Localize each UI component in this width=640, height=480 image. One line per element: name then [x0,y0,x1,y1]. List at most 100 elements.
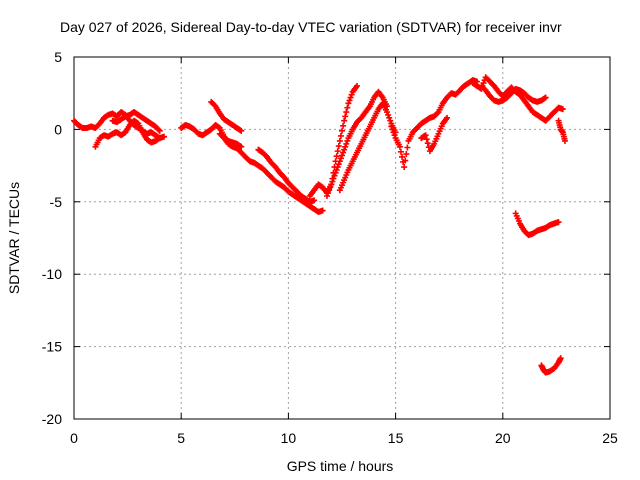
chart-title: Day 027 of 2026, Sidereal Day-to-day VTE… [60,19,562,35]
data-point-interp [340,149,347,156]
series-arc-k [388,77,481,171]
data-point [311,197,318,204]
series-arc-f [216,130,326,215]
data-point-interp [326,187,333,194]
data-point-interp [343,140,350,147]
data-point-interp [403,151,410,158]
y-tick-label: -20 [42,411,62,427]
y-axis-label: SDTVAR / TECUs [6,182,22,294]
series-arc-o [555,117,568,144]
data-point [323,193,330,200]
series-arc-i [323,88,391,200]
x-tick-label: 10 [281,430,297,446]
data-point-interp [342,113,349,120]
series-arc-n [478,82,549,105]
series-arc-h [306,82,361,200]
data-point [401,164,408,171]
data-point [328,181,335,188]
data-point-interp [423,136,430,143]
series-arc-b [92,117,168,150]
x-tick-label: 20 [495,430,511,446]
axis-ticks: 0 5 10 15 20 25 -20 -15 -10 -5 0 5 [42,49,618,446]
data-point-interp [344,137,351,144]
data-point-interp [343,109,350,116]
data-point-interp [335,143,342,150]
x-tick-label: 15 [388,430,404,446]
data-point [161,133,168,140]
data-point-interp [339,152,345,159]
series-arc-q [538,355,564,376]
data-point [559,106,566,113]
data-point-interp [331,172,338,179]
data-point-interp [386,114,393,121]
data-point [422,132,429,139]
plot-frame [73,56,611,420]
data-point [341,146,348,153]
data-point [336,158,343,165]
data-point-interp [390,129,397,136]
data-point-interp [155,126,162,133]
grid-lines [74,57,610,419]
data-point [555,219,562,226]
data-point-interp [397,148,404,155]
y-tick-label: -15 [42,339,62,355]
x-tick-label: 5 [177,430,185,446]
data-point [156,127,163,134]
data-point-interp [329,178,336,185]
data-point-interp [339,127,345,134]
data-point [396,143,403,150]
data-point [238,143,245,150]
series-arc-e [208,98,245,134]
data-point [238,127,245,134]
data-point [444,114,451,121]
series-arc-p [512,210,562,239]
data-point [384,109,391,116]
series-arc-c [109,109,163,134]
data-point-interp [325,190,332,197]
data-point-interp [334,148,341,155]
data-point-interp [333,153,340,160]
data-point [336,137,343,144]
data-point-interp [344,104,351,111]
series-arc-g [255,146,318,205]
y-tick-label: 5 [54,49,62,65]
data-point [332,169,339,176]
data-point-interp [391,132,398,139]
data-points [71,74,568,376]
data-point [341,117,348,124]
series-arc-j [336,100,399,194]
x-axis-label: GPS time / hours [287,458,394,474]
data-point-interp [327,184,334,191]
data-point-interp [342,143,349,150]
data-point-interp [335,161,342,168]
data-point-interp [347,94,354,101]
data-point [557,355,564,362]
data-point-interp [337,132,344,139]
data-point-interp [385,111,392,118]
x-tick-label: 25 [602,430,618,446]
data-point [388,123,395,130]
data-point-interp [330,175,337,182]
y-tick-label: 0 [54,121,62,137]
data-point-interp [434,110,441,117]
data-point-interp [333,166,340,173]
y-tick-label: -10 [42,266,62,282]
data-point-interp [389,126,396,133]
data-point [345,100,352,107]
data-point-interp [424,140,431,147]
data-point-interp [346,97,353,104]
data-point-interp [402,157,409,164]
data-point-interp [348,91,355,98]
series-arc-l [418,114,451,155]
data-point [319,207,326,214]
data-point-interp [340,122,347,129]
data-point [542,94,549,101]
data-point-interp [387,117,394,124]
data-point-interp [399,153,406,160]
data-point-interp [337,155,344,162]
data-point [561,137,568,144]
y-tick-label: -5 [50,194,63,210]
data-point-interp [334,164,341,171]
